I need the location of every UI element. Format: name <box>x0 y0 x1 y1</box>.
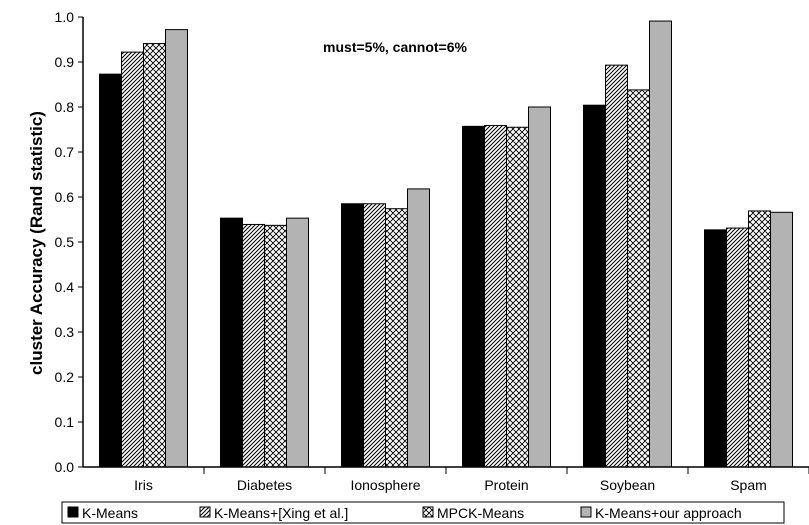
legend-swatch <box>199 506 211 518</box>
bar-diagonal-hatch-iris <box>121 51 144 468</box>
y-tick-label: 0.0 <box>55 459 75 475</box>
bar-cross-hatch-diabetes <box>264 224 287 468</box>
y-tick-label: 0.1 <box>55 414 75 430</box>
x-axis: Iris Diabetes Ionosphere Protein Soybean Spam <box>134 467 809 493</box>
y-tick-label: 0.5 <box>55 234 75 250</box>
x-tick-label: Iris <box>134 477 153 493</box>
bar-solid-black-protein <box>462 125 485 468</box>
y-tick-label: 0.4 <box>55 279 75 295</box>
y-tick-label: 0.6 <box>55 189 75 205</box>
bar-diagonal-hatch-diabetes <box>242 223 265 468</box>
bar-solid-gray-diabetes <box>286 217 309 468</box>
bar-solid-black-soybean <box>583 104 606 468</box>
bar-cross-hatch-protein <box>506 126 529 468</box>
bar-diagonal-hatch-ionosphere <box>363 203 386 468</box>
x-tick-label: Ionosphere <box>350 477 420 493</box>
legend-label: K-Means+our approach <box>595 505 742 521</box>
y-tick-label: 0.7 <box>55 144 75 160</box>
bar-cross-hatch-spam <box>748 210 771 468</box>
x-tick-label: Protein <box>484 477 528 493</box>
legend-label: MPCK-Means <box>437 505 524 521</box>
bar-cross-hatch-soybean <box>627 89 650 468</box>
y-tick-label: 0.9 <box>55 54 75 70</box>
chart-annotation: must=5%, cannot=6% <box>323 39 467 55</box>
y-tick-label: 1.0 <box>55 9 75 25</box>
bar-cross-hatch-iris <box>143 43 166 468</box>
x-tick-label: Spam <box>730 477 767 493</box>
legend: K-Means K-Means+[Xing et al.] MPCK-Means K-… <box>61 501 785 524</box>
y-axis-title: cluster Accuracy (Rand statistic) <box>27 111 46 375</box>
bar-diagonal-hatch-protein <box>484 124 507 468</box>
y-tick-label: 0.2 <box>55 369 75 385</box>
legend-label: K-Means <box>82 505 138 521</box>
bar-solid-black-diabetes <box>220 217 243 468</box>
bar-solid-gray-protein <box>528 106 551 468</box>
legend-swatch <box>67 506 79 518</box>
bar-solid-black-iris <box>99 73 122 468</box>
legend-label: K-Means+[Xing et al.] <box>214 505 348 521</box>
x-tick-label: Soybean <box>600 477 655 493</box>
legend-swatch <box>580 506 592 518</box>
bar-solid-gray-soybean <box>649 20 672 468</box>
bar-solid-gray-iris <box>165 29 188 468</box>
y-axis: 0.0 0.1 0.2 0.3 0.4 0.5 0.6 0.7 0.8 0.9 1.0 <box>55 9 83 475</box>
bar-solid-black-ionosphere <box>341 203 364 468</box>
y-tick-label: 0.8 <box>55 99 75 115</box>
bar-diagonal-hatch-soybean <box>605 64 628 468</box>
bar-solid-gray-spam <box>770 211 793 468</box>
y-tick-label: 0.3 <box>55 324 75 340</box>
bar-cross-hatch-ionosphere <box>385 208 408 468</box>
bar-series-group <box>99 20 793 468</box>
legend-swatch <box>422 506 434 518</box>
x-tick-label: Diabetes <box>237 477 292 493</box>
bar-solid-gray-ionosphere <box>407 188 430 468</box>
bar-diagonal-hatch-spam <box>726 227 749 468</box>
bar-solid-black-spam <box>704 229 727 468</box>
